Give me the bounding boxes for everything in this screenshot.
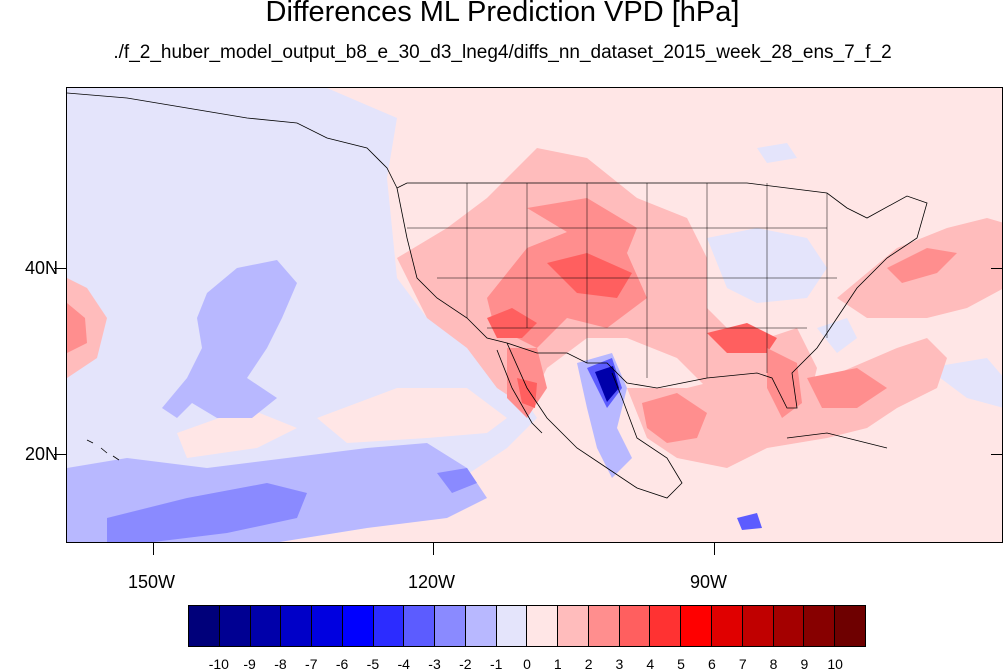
cuba-outline bbox=[786, 432, 888, 449]
florida-red bbox=[767, 348, 802, 418]
canada-coast-outline bbox=[67, 92, 398, 189]
map-subtitle: ./f_2_huber_model_output_b8_e_30_d3_lneg… bbox=[113, 42, 892, 63]
lat-tick-20n-right bbox=[991, 454, 1003, 455]
pacific-blue-spot bbox=[437, 468, 477, 493]
vpd-difference-map bbox=[66, 87, 1003, 543]
colorbar-tick-label: 10 bbox=[827, 656, 843, 672]
atlantic-blue-patch-2 bbox=[927, 358, 1002, 408]
lon-tick-90w bbox=[714, 543, 715, 555]
colorbar-tick-label: 9 bbox=[800, 656, 809, 672]
baja-outline bbox=[496, 349, 543, 434]
north-pacific-light-blue bbox=[67, 88, 227, 148]
colorbar-swatch bbox=[219, 606, 251, 646]
colorbar-swatch bbox=[804, 606, 836, 646]
colorbar-tick-label: 4 bbox=[646, 656, 655, 672]
colorbar-swatch bbox=[404, 606, 436, 646]
map-title: Differences ML Prediction VPD [hPa] bbox=[265, 0, 740, 28]
colorbar-tick-label: -8 bbox=[274, 656, 287, 672]
mexico-red-core bbox=[517, 378, 537, 408]
west-edge-red bbox=[67, 278, 107, 378]
colorbar-tick-label: 7 bbox=[738, 656, 747, 672]
colorbar-swatch bbox=[281, 606, 313, 646]
colorbar-tick-label: 3 bbox=[615, 656, 624, 672]
colorbar-swatch bbox=[496, 606, 528, 646]
east-pacific-pink-1 bbox=[317, 388, 507, 443]
southeast-red-core bbox=[707, 323, 777, 353]
colorbar-tick-label: -6 bbox=[335, 656, 349, 672]
colorbar-tick-label: -4 bbox=[397, 656, 410, 672]
map-canvas bbox=[67, 88, 1002, 542]
colorbar-tick-label: 1 bbox=[553, 656, 562, 672]
colorbar-tick-label: -1 bbox=[489, 656, 503, 672]
lon-label-90w: 90W bbox=[690, 572, 728, 592]
colorbar-tick-label: 6 bbox=[708, 656, 716, 672]
colorbar bbox=[188, 605, 866, 647]
colorbar-swatch bbox=[373, 606, 405, 646]
colorbar-swatch bbox=[712, 606, 743, 646]
colorbar-swatch bbox=[250, 606, 282, 646]
caribbean-blue-spot bbox=[737, 513, 762, 530]
colorbar-swatch bbox=[312, 606, 343, 646]
colorbar-swatch bbox=[835, 606, 865, 646]
colorbar-swatch bbox=[619, 606, 651, 646]
lon-label-150w: 150W bbox=[128, 572, 176, 592]
northeast-red-core bbox=[887, 248, 957, 283]
gulf-red-deep bbox=[642, 393, 707, 443]
lat-tick-40n-left bbox=[54, 268, 66, 269]
atlantic-blue-patch-3 bbox=[757, 143, 797, 163]
lat-label-40n: 40N bbox=[25, 258, 59, 278]
colorbar-swatch bbox=[465, 606, 497, 646]
southwest-pacific-blue-deep bbox=[107, 483, 307, 542]
mexico-outline bbox=[506, 342, 683, 499]
lat-tick-20n-left bbox=[54, 454, 66, 455]
colorbar-tick-label: -7 bbox=[305, 656, 318, 672]
colorbar-swatch bbox=[681, 606, 713, 646]
colorbar-tick-label: -5 bbox=[366, 656, 380, 672]
lat-tick-40n-right bbox=[991, 268, 1003, 269]
colorbar-swatch bbox=[773, 606, 805, 646]
colorbar-tick-label: -2 bbox=[459, 656, 472, 672]
lon-tick-120w bbox=[433, 543, 434, 555]
lon-tick-150w bbox=[153, 543, 154, 555]
east-pacific-pink-2 bbox=[177, 408, 297, 458]
colorbar-swatch bbox=[742, 606, 774, 646]
atlantic-red bbox=[807, 368, 887, 408]
colorbar-swatch bbox=[558, 606, 589, 646]
colorbar-tick-label: -3 bbox=[428, 656, 441, 672]
arizona-red-core bbox=[487, 308, 537, 338]
colorbar-tick-label: -9 bbox=[243, 656, 256, 672]
colorbar-swatch bbox=[189, 606, 220, 646]
colorbar-swatch bbox=[527, 606, 559, 646]
colorbar-tick-label: 2 bbox=[584, 656, 593, 672]
lon-label-120w: 120W bbox=[408, 572, 456, 592]
colorbar-swatch bbox=[650, 606, 682, 646]
colorbar-swatch bbox=[435, 606, 466, 646]
colorado-red-core bbox=[547, 253, 632, 298]
hawaii-outline bbox=[86, 439, 120, 461]
colorbar-swatch bbox=[342, 606, 374, 646]
lat-label-20n: 20N bbox=[25, 444, 59, 464]
plains-red bbox=[527, 198, 637, 253]
colorbar-tick-label: 0 bbox=[523, 656, 531, 672]
colorbar-tick-label: 8 bbox=[769, 656, 778, 672]
colorbar-tick-label: -10 bbox=[208, 656, 229, 672]
colorbar-tick-label: 5 bbox=[677, 656, 685, 672]
state-lines bbox=[407, 183, 837, 378]
colorbar-swatch bbox=[588, 606, 620, 646]
west-edge-red-deep bbox=[67, 303, 87, 353]
pacific-blue-tongue bbox=[162, 260, 297, 418]
